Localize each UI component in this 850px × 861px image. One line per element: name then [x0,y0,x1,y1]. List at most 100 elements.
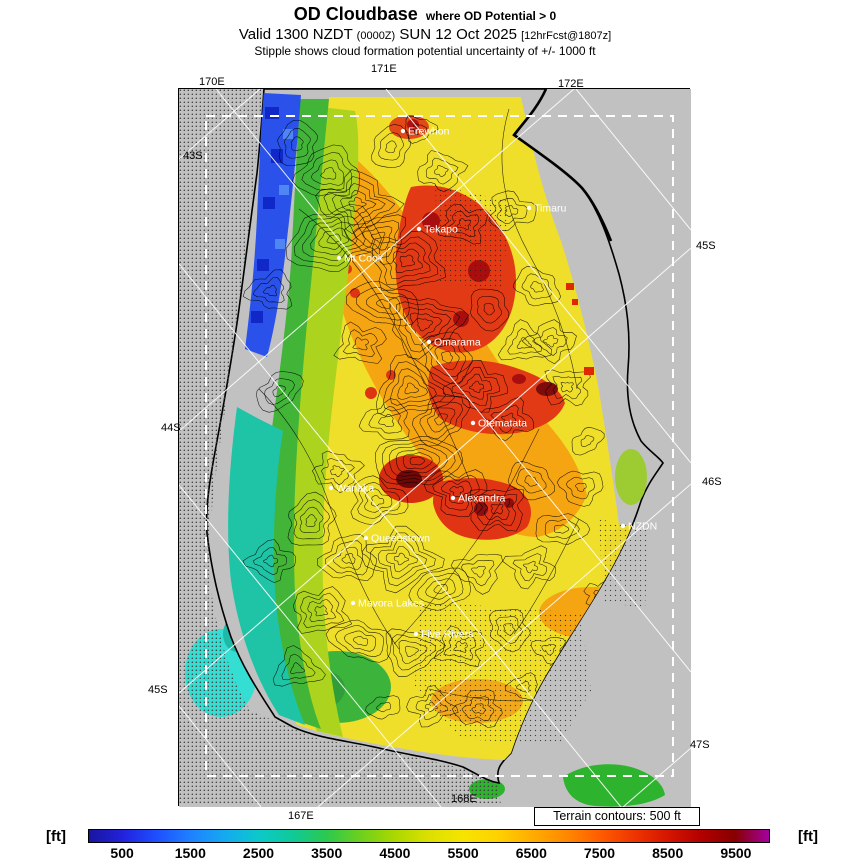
colorbar-tick: 5500 [447,845,479,861]
contour-line [366,293,401,315]
blue-cell [257,259,269,271]
place-marker [526,205,532,211]
contour-line [425,157,459,185]
grid-label: 45S [696,240,716,252]
contour-line [405,645,419,657]
contour-line [364,488,393,513]
contour-line [378,413,395,427]
contour-line [385,140,397,153]
contour-line [272,645,326,687]
contour-line [299,506,324,533]
red-speck [386,370,396,380]
contour-line [471,566,486,578]
terrain-ridge-lines [258,108,580,702]
contour-line [434,413,448,426]
contour-line [383,361,446,412]
contour-line [376,702,391,713]
forecast-map[interactable]: Erewhon Timaru Tekapo Mt Cook Omarama Otemata… [178,88,691,807]
stipple-land-south [415,601,591,745]
stipple-land-east [599,519,649,609]
stipple-sea-west [179,89,501,805]
place-labels: Erewhon Timaru Tekapo Mt Cook Omarama Otemata… [328,126,657,641]
contour-line [334,625,384,658]
contour-line [571,427,605,456]
contour-line [424,701,438,713]
contour-line [371,124,412,168]
valid-line: Valid 1300 NZDT (0000Z) SUN 12 Oct 2025 … [0,26,850,45]
contour-line [385,628,445,677]
header: OD Cloudbase where OD Potential > 0 Valid… [0,3,850,59]
colorbar-unit-left: [ft] [46,828,66,845]
cloudbase-green-se-patch [563,764,665,807]
colorbar-tick: 4500 [379,845,411,861]
terrain-contours-note: Terrain contours: 500 ft [534,807,700,826]
contour-line [488,190,537,231]
contour-line [252,277,285,303]
cloudbase-cyan-band [228,407,305,725]
contour-line [451,366,500,406]
contour-line [376,299,392,309]
contour-line [503,623,516,636]
colorbar-tick: 3500 [311,845,343,861]
contour-line [323,176,396,235]
place-marker [416,226,422,232]
grid-label: 47S [690,739,710,751]
contour-line [449,485,464,498]
contour-line [293,499,331,540]
contour-line [500,412,517,426]
contour-line [379,236,439,285]
blue-cell [265,107,279,119]
contour-line [553,524,570,534]
place-label: Tekapo [424,224,458,236]
contour-line [441,351,453,364]
contour-line [342,329,378,357]
contour-line [507,461,555,501]
place-label: Mavora Lakes [358,598,424,610]
contour-line [314,605,329,617]
valid-date: SUN 12 Oct 2025 [399,25,517,43]
contour-line [497,319,552,361]
contour-line [476,493,518,526]
contour-line [447,211,480,238]
contour-line [348,196,367,212]
place-marker [426,339,432,345]
contour-line [242,269,293,310]
grid-label: 171E [371,63,397,75]
colorbar-tick: 2500 [242,845,275,861]
grid-label: 46S [702,476,722,488]
contour-line [415,693,449,720]
contour-line [294,209,374,267]
contour-line [404,382,420,395]
contour-line [456,218,471,230]
blue-cell [251,311,263,323]
cloudbase-yellowgreen-band [288,107,359,737]
contour-line [433,625,485,668]
map-canvas: Erewhon Timaru Tekapo Mt Cook Omarama Otemata… [179,89,691,807]
valid-zulu: (0000Z) [356,29,396,42]
place-marker [363,535,369,541]
contour-line [406,685,459,728]
terrain-note-text: Terrain contours: 500 ft [553,809,681,823]
stipple-land-central [435,185,509,289]
contour-line [483,499,511,520]
contour-line [305,514,317,527]
place-marker [400,128,406,134]
place-label: Omarama [434,337,481,349]
contour-line [392,248,423,273]
contour-line [469,380,485,393]
contour-line [461,696,495,722]
contour-line [419,401,463,440]
contour-line [440,480,472,504]
colorbar-tick: 6500 [515,845,547,861]
contour-line [453,640,468,653]
contour-line [320,167,337,180]
contour-line [512,553,547,582]
contour-line [393,552,410,566]
contour-line [290,136,304,151]
contour-line [392,634,436,671]
place-marker [450,495,456,501]
contour-line [410,312,443,339]
contour-line [395,448,441,474]
contour-line [370,231,386,244]
grid-label: 167E [288,810,314,822]
